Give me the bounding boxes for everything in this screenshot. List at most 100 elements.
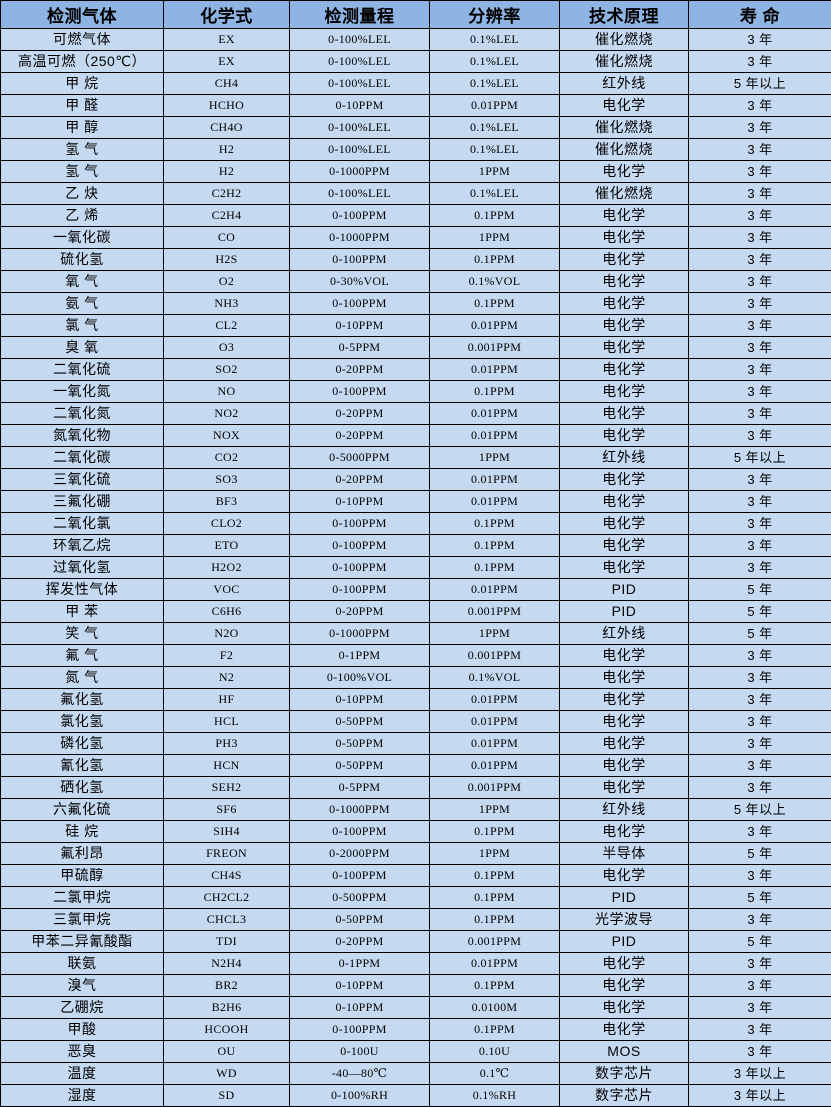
cell-life: 3 年 [689,535,831,557]
cell-principle: 红外线 [560,447,689,469]
cell-life: 3 年 [689,249,831,271]
cell-formula: B2H6 [164,997,290,1019]
cell-range: 0-2000PPM [290,843,430,865]
cell-range: 0-100PPM [290,381,430,403]
cell-principle: 电化学 [560,667,689,689]
cell-resolution: 0.1PPM [430,909,560,931]
cell-name: 磷化氢 [1,733,164,755]
cell-principle: 电化学 [560,689,689,711]
cell-life: 3 年 [689,1041,831,1063]
cell-range: 0-20PPM [290,425,430,447]
cell-range: 0-10PPM [290,689,430,711]
cell-name: 硒化氢 [1,777,164,799]
cell-formula: NO2 [164,403,290,425]
cell-life: 3 年以上 [689,1085,831,1107]
cell-life: 3 年 [689,667,831,689]
cell-resolution: 0.1%LEL [430,139,560,161]
cell-formula: HCL [164,711,290,733]
cell-principle: 电化学 [560,249,689,271]
cell-resolution: 0.1PPM [430,535,560,557]
cell-life: 3 年 [689,997,831,1019]
cell-name: 恶臭 [1,1041,164,1063]
cell-formula: CH4O [164,117,290,139]
cell-formula: EX [164,51,290,73]
cell-principle: 电化学 [560,337,689,359]
cell-life: 3 年 [689,733,831,755]
cell-principle: 电化学 [560,1019,689,1041]
cell-life: 3 年 [689,645,831,667]
cell-resolution: 0.001PPM [430,777,560,799]
cell-principle: 电化学 [560,975,689,997]
cell-range: 0-50PPM [290,711,430,733]
cell-resolution: 0.1%RH [430,1085,560,1107]
cell-formula: HF [164,689,290,711]
cell-name: 可燃气体 [1,29,164,51]
cell-name: 氯 气 [1,315,164,337]
cell-range: 0-500PPM [290,887,430,909]
cell-range: 0-20PPM [290,403,430,425]
cell-range: 0-100PPM [290,1019,430,1041]
cell-life: 3 年 [689,205,831,227]
cell-principle: 数字芯片 [560,1085,689,1107]
cell-formula: HCN [164,755,290,777]
cell-resolution: 0.1PPM [430,381,560,403]
cell-resolution: 0.01PPM [430,711,560,733]
cell-formula: NOX [164,425,290,447]
cell-name: 乙 炔 [1,183,164,205]
cell-formula: NO [164,381,290,403]
cell-name: 二氧化氯 [1,513,164,535]
cell-principle: 电化学 [560,491,689,513]
cell-principle: 电化学 [560,205,689,227]
cell-range: 0-100PPM [290,535,430,557]
cell-life: 3 年 [689,711,831,733]
cell-name: 六氟化硫 [1,799,164,821]
cell-range: 0-20PPM [290,931,430,953]
cell-resolution: 0.1PPM [430,513,560,535]
cell-resolution: 0.1PPM [430,293,560,315]
cell-range: 0-1PPM [290,645,430,667]
column-header-resolution: 分辨率 [430,1,560,29]
cell-life: 3 年 [689,865,831,887]
cell-life: 3 年 [689,29,831,51]
cell-resolution: 0.1%LEL [430,183,560,205]
cell-principle: 电化学 [560,381,689,403]
cell-name: 硫化氢 [1,249,164,271]
cell-formula: N2 [164,667,290,689]
cell-range: 0-1000PPM [290,227,430,249]
cell-resolution: 0.01PPM [430,689,560,711]
cell-formula: BR2 [164,975,290,997]
cell-range: 0-100%LEL [290,117,430,139]
cell-name: 溴气 [1,975,164,997]
cell-name: 甲 醇 [1,117,164,139]
cell-life: 3 年 [689,315,831,337]
cell-name: 乙 烯 [1,205,164,227]
cell-life: 3 年 [689,51,831,73]
cell-resolution: 0.01PPM [430,425,560,447]
column-header-gas-name: 检测气体 [1,1,164,29]
cell-name: 二氯甲烷 [1,887,164,909]
cell-formula: PH3 [164,733,290,755]
cell-principle: 红外线 [560,623,689,645]
cell-name: 氟利昂 [1,843,164,865]
cell-range: 0-5PPM [290,777,430,799]
cell-principle: 红外线 [560,73,689,95]
cell-principle: 电化学 [560,161,689,183]
cell-life: 3 年 [689,227,831,249]
cell-formula: SEH2 [164,777,290,799]
cell-life: 3 年 [689,183,831,205]
